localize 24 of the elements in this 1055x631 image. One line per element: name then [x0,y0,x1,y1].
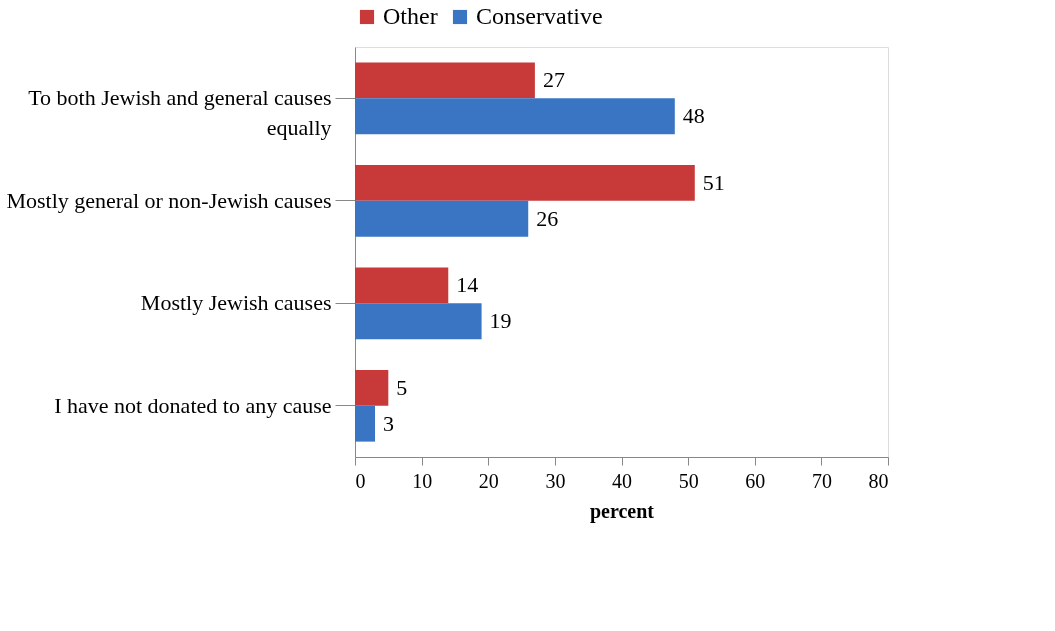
data-label: 5 [396,374,408,400]
data-label: 51 [702,169,725,195]
data-label: 26 [536,205,559,231]
data-label: 48 [682,103,705,129]
y-tick-label: To both Jewish and general causes equally [28,85,332,141]
legend-label: Conservative [476,3,603,29]
data-label: 14 [456,272,479,298]
y-tick-label: I have not donated to any cause [54,392,332,418]
x-tick-label: 20 [478,469,499,492]
data-label: 3 [382,410,394,436]
x-axis-title: percent [589,499,655,523]
x-tick-label: 40 [612,469,632,492]
x-tick-label: 10 [412,469,433,492]
y-tick-label: Mostly general or non-Jewish causes [6,187,332,213]
data-label: 27 [542,67,565,93]
x-tick-label: 80 [868,469,889,492]
data-label: 19 [489,308,512,334]
legend-label: Other [383,3,438,29]
x-tick-label: 30 [545,469,566,492]
x-tick-label: 50 [678,469,699,492]
x-tick-label: 60 [745,469,766,492]
y-tick-label: Mostly Jewish causes [140,290,332,316]
x-tick-label: 70 [811,469,832,492]
x-tick-label: 0 [355,469,366,492]
